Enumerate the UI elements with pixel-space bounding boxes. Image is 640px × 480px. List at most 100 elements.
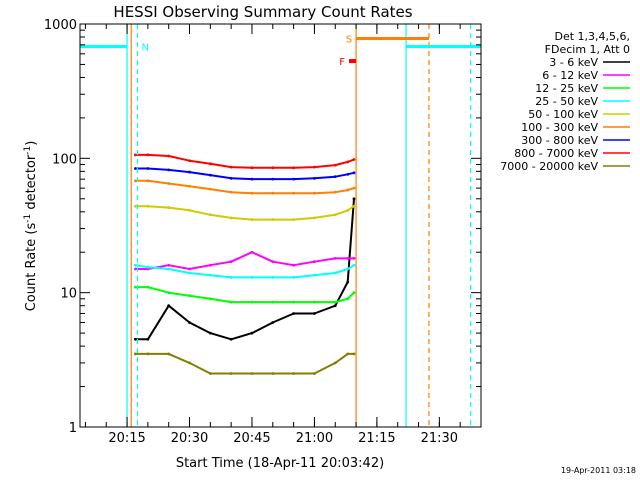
y-axis-label: Count Rate (s-1 detector-1) bbox=[23, 141, 39, 312]
data-point bbox=[352, 204, 356, 208]
annotation-label-night: N bbox=[141, 42, 148, 53]
data-point bbox=[271, 191, 275, 195]
data-point bbox=[188, 208, 191, 212]
data-point bbox=[292, 372, 296, 375]
data-point bbox=[292, 312, 296, 315]
data-point bbox=[292, 275, 296, 279]
annotations-group: N S F bbox=[80, 34, 481, 68]
data-point bbox=[333, 175, 337, 179]
data-point bbox=[167, 206, 171, 209]
data-point bbox=[333, 213, 337, 217]
data-point bbox=[167, 182, 171, 185]
legend-label: 100 - 300 keV bbox=[521, 121, 598, 134]
data-point bbox=[208, 162, 212, 166]
data-point bbox=[229, 372, 233, 375]
data-point bbox=[346, 280, 350, 284]
data-point bbox=[229, 176, 233, 180]
markers-group bbox=[126, 24, 472, 427]
data-point bbox=[271, 372, 275, 375]
data-point bbox=[250, 331, 254, 335]
data-point bbox=[313, 191, 316, 195]
legend-header-line: FDecim 1, Att 0 bbox=[545, 43, 630, 56]
data-point bbox=[346, 256, 350, 260]
data-point bbox=[271, 321, 275, 324]
data-point bbox=[167, 267, 171, 271]
data-point bbox=[146, 204, 150, 208]
data-point bbox=[133, 167, 137, 170]
data-point bbox=[346, 188, 350, 192]
data-point bbox=[208, 187, 212, 191]
data-point bbox=[146, 179, 150, 183]
y-axis-label-mid: detector bbox=[24, 154, 39, 214]
y-axis-label-sup2: -1 bbox=[23, 146, 33, 155]
annotation-label-flare: F bbox=[339, 57, 345, 68]
data-point bbox=[352, 197, 356, 201]
data-point bbox=[208, 213, 212, 217]
plot-frame bbox=[79, 23, 482, 428]
data-point bbox=[313, 312, 316, 315]
data-point bbox=[346, 160, 350, 164]
data-point bbox=[313, 176, 316, 180]
data-point bbox=[271, 177, 275, 181]
x-tick-label: 20:15 bbox=[108, 431, 145, 446]
series-group bbox=[133, 153, 356, 375]
axes-group: 1 10 100 1000 20:15 20:30 20:45 21:00 21:15 21:30 bbox=[44, 18, 482, 446]
data-point bbox=[133, 285, 137, 289]
data-point bbox=[167, 263, 171, 267]
data-point bbox=[352, 291, 356, 295]
data-point bbox=[271, 300, 275, 304]
data-point bbox=[271, 275, 275, 279]
y-tick-label: 100 bbox=[52, 152, 77, 167]
y-axis-label-sup1: -1 bbox=[23, 214, 33, 223]
data-point bbox=[250, 191, 254, 195]
data-point bbox=[313, 300, 316, 304]
legend-label: 12 - 25 keV bbox=[535, 82, 598, 95]
legend: Det 1,3,4,5,6,FDecim 1, Att 03 - 6 keV6 … bbox=[500, 30, 630, 173]
data-point bbox=[188, 184, 191, 188]
data-point bbox=[333, 256, 337, 260]
data-point bbox=[271, 218, 275, 221]
data-point bbox=[146, 265, 150, 269]
data-point bbox=[250, 300, 254, 304]
data-point bbox=[333, 190, 337, 194]
data-point bbox=[133, 352, 137, 356]
data-point bbox=[292, 177, 296, 181]
legend-label: 7000 - 20000 keV bbox=[500, 160, 598, 173]
data-point bbox=[346, 297, 350, 301]
data-point bbox=[229, 216, 233, 220]
data-point bbox=[333, 304, 337, 308]
data-point bbox=[167, 291, 171, 295]
data-point bbox=[346, 172, 350, 176]
data-point bbox=[133, 179, 137, 183]
data-point bbox=[188, 170, 191, 174]
data-point bbox=[352, 256, 356, 260]
series-line-2 bbox=[135, 286, 355, 304]
data-point bbox=[346, 208, 350, 212]
data-point bbox=[188, 321, 191, 324]
data-point bbox=[146, 267, 150, 271]
data-point bbox=[352, 158, 356, 161]
x-axis-label: Start Time (18-Apr-11 20:03:42) bbox=[176, 456, 384, 471]
data-point bbox=[313, 260, 316, 264]
x-tick-label: 21:30 bbox=[421, 431, 458, 446]
data-point bbox=[346, 267, 350, 271]
data-point bbox=[313, 273, 316, 277]
data-point bbox=[229, 337, 233, 341]
data-point bbox=[146, 153, 150, 157]
data-point bbox=[146, 337, 150, 341]
x-tick-label: 21:15 bbox=[358, 431, 395, 446]
y-tick-label: 10 bbox=[60, 287, 77, 302]
data-point bbox=[146, 167, 150, 170]
data-point bbox=[313, 216, 316, 220]
data-point bbox=[271, 260, 275, 264]
data-point bbox=[208, 263, 212, 267]
data-point bbox=[133, 337, 137, 341]
data-point bbox=[167, 154, 171, 158]
data-point bbox=[352, 186, 356, 190]
data-point bbox=[271, 166, 275, 170]
data-point bbox=[250, 275, 254, 279]
data-point bbox=[333, 163, 337, 167]
data-point bbox=[208, 372, 212, 375]
data-point bbox=[146, 352, 150, 356]
